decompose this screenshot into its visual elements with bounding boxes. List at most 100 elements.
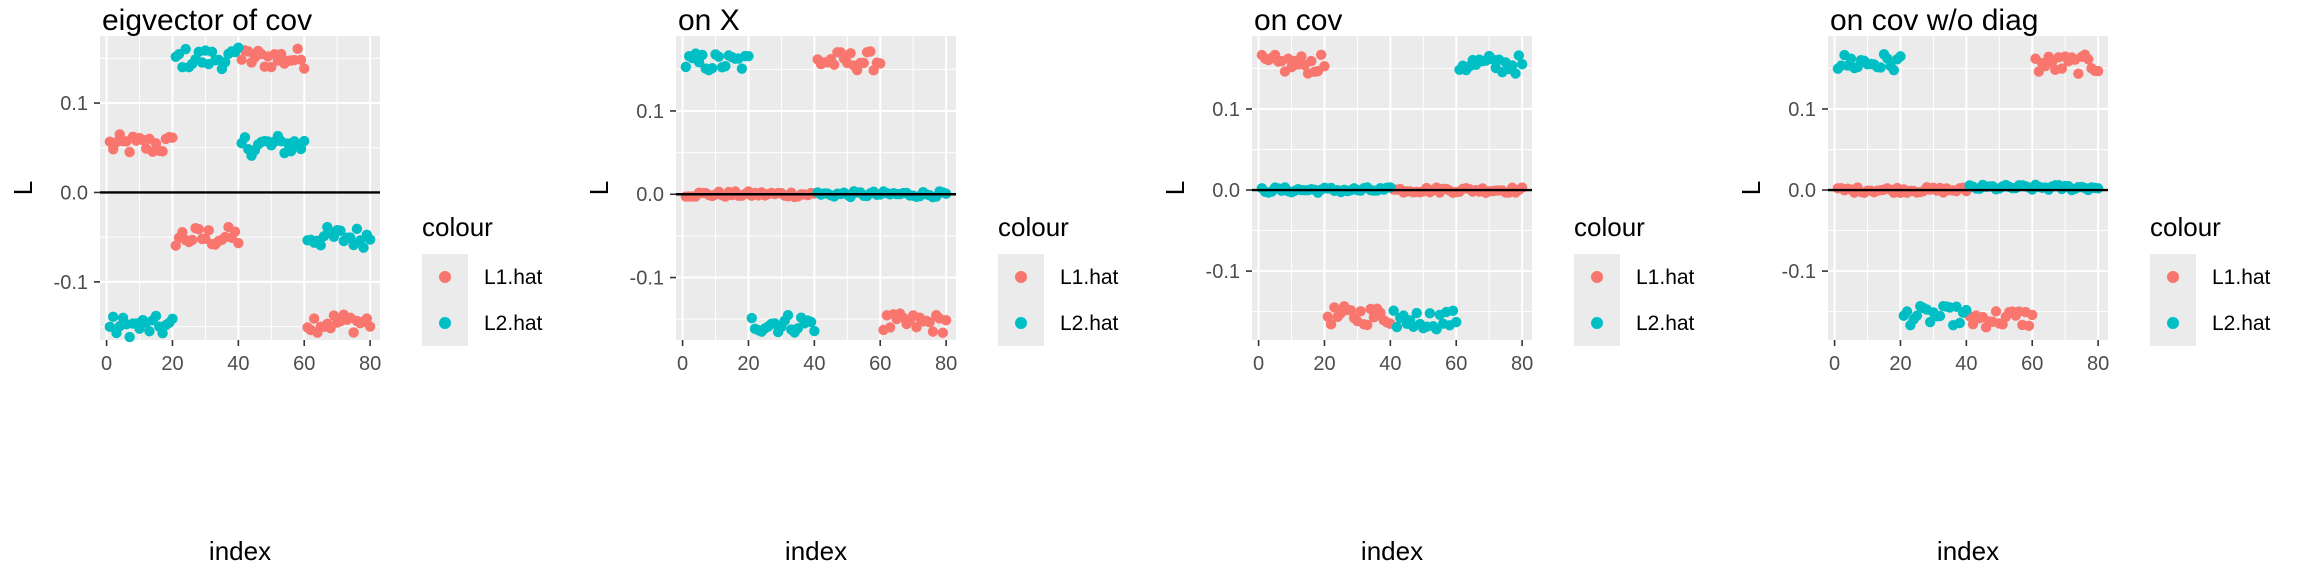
- data-point-L1-hat: [858, 57, 869, 69]
- y-tick-label: 0.1: [1212, 99, 1240, 121]
- legend-key-L1-hat: [1015, 271, 1027, 283]
- data-point-L2-hat: [1513, 50, 1525, 61]
- data-point-L2-hat: [1911, 310, 1923, 321]
- y-tick-label: 0.1: [636, 101, 664, 123]
- data-point-L1-hat: [1362, 319, 1373, 331]
- data-point-L2-hat: [743, 50, 754, 62]
- legend-label: L1.hat: [1060, 266, 1119, 289]
- chart-title: on cov w/o diag: [1830, 4, 2038, 37]
- data-point-L2-hat: [1516, 58, 1528, 70]
- chart-panel-4: on cov w/o diag 0 20 40 60 80 -0.1 0.0 0.1 index L…: [1736, 4, 2271, 566]
- data-point-L1-hat: [243, 46, 254, 57]
- y-tick-label: 0.1: [1788, 99, 1816, 121]
- chart-title: on X: [678, 4, 740, 37]
- data-point-L2-hat: [2092, 183, 2104, 194]
- legend-label: L2.hat: [1060, 312, 1119, 335]
- y-axis-label: L: [584, 181, 614, 195]
- x-tick-label: 40: [1379, 353, 1401, 375]
- data-point-L1-hat: [236, 54, 247, 65]
- data-point-L2-hat: [219, 56, 231, 68]
- x-axis-label: index: [785, 536, 847, 566]
- data-point-L1-hat: [177, 227, 188, 238]
- legend-label: L1.hat: [484, 266, 543, 289]
- data-point-L1-hat: [193, 224, 205, 235]
- chart-title: on cov: [1254, 4, 1342, 37]
- data-point-L2-hat: [1424, 308, 1436, 319]
- legend: colour L1.hat L2.hat: [998, 212, 1119, 346]
- y-tick-label: -0.1: [1782, 261, 1816, 283]
- data-point-L2-hat: [233, 42, 244, 53]
- data-point-L2-hat: [805, 316, 817, 328]
- data-point-L1-hat: [865, 46, 876, 57]
- data-point-L2-hat: [1447, 305, 1459, 317]
- data-point-L1-hat: [1967, 319, 1979, 330]
- data-point-L2-hat: [295, 143, 307, 155]
- x-tick-label: 20: [161, 353, 183, 375]
- data-point-L2-hat: [1411, 307, 1422, 319]
- data-point-L2-hat: [1875, 62, 1886, 73]
- legend-key-L1-hat: [439, 271, 451, 283]
- data-point-L2-hat: [713, 51, 725, 62]
- y-axis-label: L: [1736, 181, 1766, 195]
- data-point-L2-hat: [335, 225, 346, 236]
- x-axis-label: index: [1937, 536, 1999, 566]
- legend-key-L2-hat: [2167, 317, 2179, 329]
- data-point-L1-hat: [2027, 309, 2038, 321]
- legend-key-L2-hat: [439, 317, 451, 329]
- data-point-L1-hat: [2023, 320, 2035, 331]
- data-point-L2-hat: [736, 63, 748, 74]
- data-point-L2-hat: [364, 234, 376, 245]
- data-point-L1-hat: [364, 321, 376, 332]
- data-point-L2-hat: [124, 331, 135, 343]
- data-point-L2-hat: [680, 61, 692, 73]
- data-point-L2-hat: [104, 321, 116, 333]
- data-point-L2-hat: [1388, 305, 1399, 316]
- y-tick-label: -0.1: [630, 268, 664, 290]
- x-tick-label: 60: [293, 353, 315, 375]
- data-point-L1-hat: [1355, 306, 1366, 317]
- data-point-L2-hat: [1451, 316, 1462, 328]
- data-point-L1-hat: [2092, 65, 2104, 77]
- data-point-L1-hat: [937, 327, 949, 339]
- x-tick-label: 20: [1889, 353, 1911, 375]
- data-point-L1-hat: [884, 322, 896, 333]
- legend: colour L1.hat L2.hat: [2150, 212, 2271, 346]
- data-point-L2-hat: [707, 62, 718, 74]
- data-point-L1-hat: [203, 225, 214, 236]
- data-point-L2-hat: [150, 310, 162, 322]
- legend-key-L1-hat: [1591, 271, 1603, 283]
- data-point-L1-hat: [266, 61, 277, 73]
- legend-label: L2.hat: [1636, 312, 1695, 335]
- data-point-L1-hat: [940, 315, 952, 326]
- legend-key-L1-hat: [2167, 271, 2179, 283]
- data-point-L1-hat: [233, 237, 244, 249]
- data-point-L1-hat: [2056, 63, 2068, 74]
- y-axis-label: L: [1160, 181, 1190, 195]
- legend-label: L2.hat: [484, 312, 543, 335]
- x-tick-label: 20: [1313, 353, 1335, 375]
- data-point-L2-hat: [157, 328, 168, 339]
- data-point-L2-hat: [746, 312, 757, 324]
- x-axis-label: index: [209, 536, 271, 566]
- plot-background: [100, 36, 380, 340]
- x-tick-label: 60: [1445, 353, 1467, 375]
- x-tick-label: 80: [935, 353, 957, 375]
- data-point-L1-hat: [1315, 49, 1327, 60]
- data-point-L1-hat: [187, 234, 198, 246]
- legend-label: L2.hat: [2212, 312, 2271, 335]
- data-point-L2-hat: [1934, 310, 1946, 322]
- x-tick-label: 80: [2087, 353, 2109, 375]
- data-point-L1-hat: [845, 48, 856, 59]
- data-point-L1-hat: [275, 48, 287, 60]
- data-point-L2-hat: [1391, 321, 1403, 333]
- legend-key-L2-hat: [1015, 317, 1027, 329]
- y-tick-label: 0.0: [636, 184, 664, 206]
- data-point-L2-hat: [315, 240, 326, 251]
- x-tick-label: 40: [1955, 353, 1977, 375]
- legend-title: colour: [998, 212, 1069, 242]
- data-point-L1-hat: [875, 58, 886, 69]
- data-point-L1-hat: [157, 146, 168, 157]
